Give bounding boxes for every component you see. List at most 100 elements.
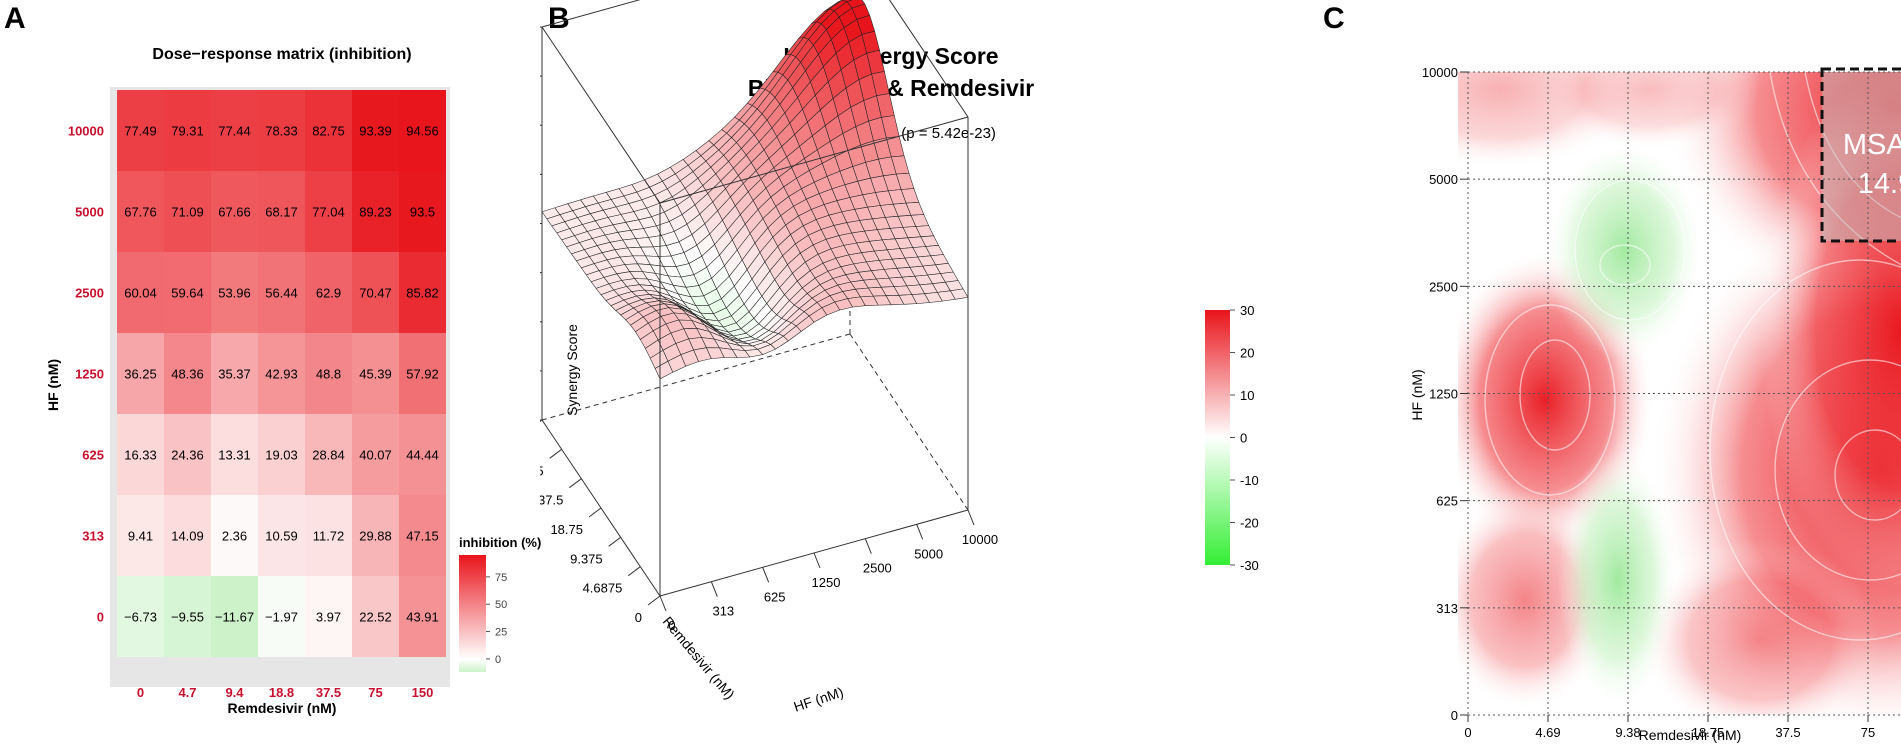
heatmap-a-cell-label: −11.67	[215, 610, 254, 625]
heatmap-a-cell-label: 14.09	[171, 529, 204, 544]
surface-box-edge	[541, 26, 661, 204]
heatmap-a-cell-label: 29.88	[359, 529, 392, 544]
msa-label-line1: MSA =	[1843, 129, 1901, 161]
contour-xtick: 37.5	[1775, 725, 1800, 740]
contour-ytick: 625	[1436, 494, 1458, 509]
contour-ytick: 0	[1451, 708, 1458, 723]
surface-zlabel: Synergy Score	[564, 324, 580, 416]
heatmap-a-cell	[164, 495, 211, 576]
heatmap-a-cell	[211, 495, 258, 576]
heatmap-a-cell-label: 68.17	[265, 205, 298, 220]
surface-xtick-mark	[916, 524, 924, 540]
heatmap-a-cell-label: 71.09	[171, 205, 204, 220]
msa-box	[1820, 67, 1901, 243]
heatmap-a-cell-label: 35.37	[218, 367, 251, 382]
contour-ytick: 313	[1436, 601, 1458, 616]
synergy-surface-plot: HSA Synergy Score Block 1 : HF & Remdesi…	[540, 0, 1259, 715]
heatmap-a-cell	[258, 495, 305, 576]
heatmap-a-cell-label: 48.8	[316, 367, 341, 382]
heatmap-a-ytick: 10000	[68, 124, 104, 139]
heatmap-a-cell	[117, 576, 164, 657]
heatmap-a-cell	[258, 414, 305, 495]
heatmap-a-cell	[305, 414, 352, 495]
heatmap-a-cell	[305, 333, 352, 414]
surface-xtick: 10000	[962, 532, 998, 547]
surface-ytick-mark	[608, 536, 621, 547]
surface-ylabel: Remdesivir (nM)	[660, 613, 738, 702]
heatmap-a-cell-label: 19.03	[265, 448, 298, 463]
contour-xtick: 18.75	[1692, 725, 1725, 740]
heatmap-a-cell-label: 47.15	[406, 529, 439, 544]
heatmap-a-cell	[258, 252, 305, 333]
heatmap-a-cell	[164, 171, 211, 252]
heatmap-a-legend-tick: 75	[495, 572, 507, 584]
surface-xlabel: HF (nM)	[792, 684, 846, 715]
heatmap-a-xtick: 150	[412, 685, 434, 700]
surface-ytick-mark	[549, 448, 562, 459]
surface-box-edge	[659, 116, 969, 204]
heatmap-a-cell	[258, 333, 305, 414]
heatmap-a-cell-label: 93.5	[410, 205, 435, 220]
heatmap-a-ytick: 625	[82, 448, 104, 463]
surface-ytick: 9.375	[570, 551, 603, 566]
contour-ytick: 10000	[1422, 65, 1458, 80]
contour-xtick: 0	[1464, 725, 1471, 740]
heatmap-a-ytick: 5000	[75, 205, 104, 220]
heatmap-a-cell-label: 28.84	[312, 448, 345, 463]
heatmap-a-cell-label: 44.44	[406, 448, 439, 463]
contour-xtick: 9.38	[1615, 725, 1640, 740]
heatmap-a-ytick: 313	[82, 529, 104, 544]
msa-box-shade	[1822, 72, 1901, 241]
heatmap-a-cell-label: 67.76	[124, 205, 157, 220]
heatmap-a-cell-label: 42.93	[265, 367, 298, 382]
heatmap-a-cell-label: 22.52	[359, 610, 392, 625]
surface-ytick-mark	[647, 595, 661, 606]
heatmap-a-cell-label: 45.39	[359, 367, 392, 382]
contour-xtick: 4.69	[1535, 725, 1560, 740]
heatmap-a-cell-label: 77.04	[312, 205, 345, 220]
surface-legend-tick: 30	[1240, 303, 1254, 318]
heatmap-a-title: Dose−response matrix (inhibition)	[152, 46, 411, 63]
heatmap-a-cell	[399, 414, 446, 495]
contour-ytick: 1250	[1429, 387, 1458, 402]
synergy-contour-map: MSA = 14.9 10000 5000 2500 1250 625 313 0 0 4.6…	[1409, 65, 1901, 743]
surface-ytick-mark	[628, 566, 641, 577]
heatmap-a-cell	[352, 333, 399, 414]
heatmap-a-cell	[117, 252, 164, 333]
heatmap-a-cell	[258, 576, 305, 657]
heatmap-a-cell	[211, 171, 258, 252]
heatmap-a-cell-label: 24.36	[171, 448, 204, 463]
heatmap-a-cell	[399, 576, 446, 657]
panel-letter-a: A	[4, 2, 26, 35]
heatmap-a-cell	[117, 414, 164, 495]
heatmap-a-cell	[211, 90, 258, 171]
contour-xtick: 75	[1861, 725, 1875, 740]
blob-top-mid	[1540, 72, 1760, 150]
heatmap-a-cell-label: 77.49	[124, 124, 157, 139]
surface-ytick: 75	[540, 463, 544, 478]
heatmap-a-cell	[164, 333, 211, 414]
heatmap-a-cell	[211, 333, 258, 414]
heatmap-a-cell	[352, 171, 399, 252]
panel-letter-b: B	[548, 2, 570, 35]
heatmap-a-cell-label: 77.44	[218, 124, 251, 139]
surface-xtick: 0	[668, 618, 675, 633]
surface-legend-tick: -20	[1240, 516, 1259, 531]
surface-xtick: 2500	[863, 561, 892, 576]
green-blob-top	[1545, 140, 1705, 360]
heatmap-a-cell-label: −6.73	[124, 610, 157, 625]
heatmap-a-ytick: 1250	[75, 367, 104, 382]
panel-letter-c: C	[1323, 2, 1345, 35]
heatmap-a-cell	[305, 90, 352, 171]
dose-response-heatmap: Dose−response matrix (inhibition) 77.49 7…	[45, 46, 541, 716]
heatmap-a-cell-label: 67.66	[218, 205, 251, 220]
heatmap-a-cell	[399, 252, 446, 333]
contour-xlabel: Remdesivir (nM)	[1639, 727, 1742, 743]
heatmap-a-xtick: 18.8	[269, 685, 294, 700]
heatmap-a-legend-tick: 0	[495, 654, 501, 666]
heatmap-a-cell-label: 36.25	[124, 367, 157, 382]
surface-xtick-mark	[813, 552, 821, 569]
heatmap-a-cell-label: 9.41	[128, 529, 153, 544]
surface-box-edge	[849, 333, 969, 511]
heatmap-a-cell	[399, 171, 446, 252]
